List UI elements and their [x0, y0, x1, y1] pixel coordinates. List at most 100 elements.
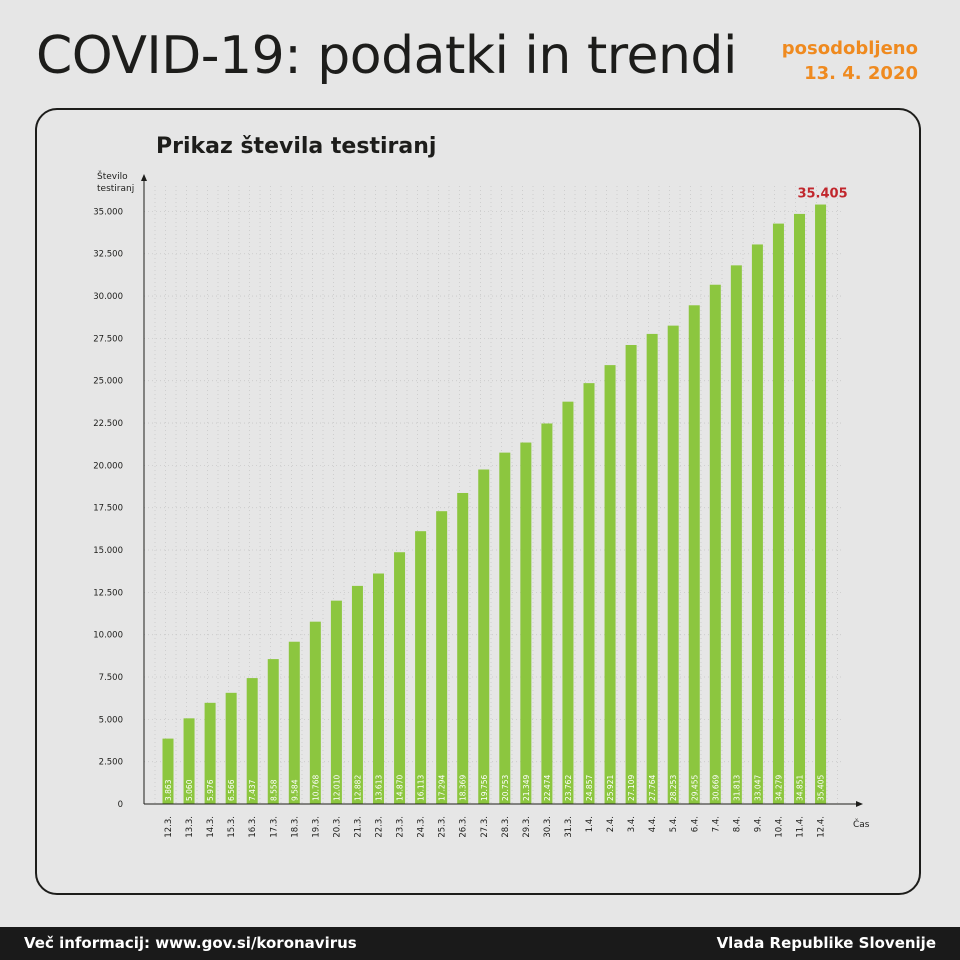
x-tick-label: 6.4. [690, 816, 700, 832]
bar [604, 365, 616, 804]
y-tick-label: 22.500 [93, 419, 123, 429]
footer-bar: Več informacij: www.gov.si/koronavirus V… [0, 927, 960, 960]
y-tick-label: 0 [118, 800, 123, 810]
bar-value-label: 21.349 [522, 775, 531, 801]
bar-value-label: 12.010 [332, 775, 341, 801]
bar-value-label: 22.474 [543, 775, 552, 801]
x-tick-label: 12.4. [817, 816, 827, 838]
bar-value-label: 23.762 [564, 775, 573, 801]
y-tick-label: 15.000 [93, 546, 123, 556]
x-tick-label: 9.4. [753, 816, 763, 832]
x-tick-label: 30.3. [543, 816, 553, 838]
y-tick-label: 25.000 [93, 377, 123, 387]
bar-value-label: 7.437 [248, 779, 257, 801]
y-axis-arrow [141, 174, 147, 181]
bar [394, 552, 406, 804]
bar-value-label: 12.882 [353, 775, 362, 801]
bar [225, 692, 237, 804]
x-tick-label: 20.3. [332, 816, 342, 838]
bar [625, 345, 637, 804]
x-tick-label: 12.3. [164, 816, 174, 838]
bar [351, 585, 363, 804]
bar-value-label: 34.851 [796, 775, 805, 801]
bar [415, 531, 427, 804]
bar [815, 204, 827, 805]
updated-date: 13. 4. 2020 [804, 63, 918, 84]
bar-value-label: 13.613 [375, 775, 384, 801]
x-tick-label: 4.4. [648, 816, 658, 832]
bar [288, 641, 300, 804]
bar-value-label: 10.768 [311, 775, 320, 801]
x-tick-label: 31.3. [564, 816, 574, 838]
x-tick-label: 25.3. [438, 816, 448, 838]
bar-value-label: 18.369 [459, 775, 468, 801]
government-label: Vlada Republike Slovenije [716, 934, 936, 952]
x-tick-label: 24.3. [417, 816, 427, 838]
x-tick-label: 18.3. [290, 816, 300, 838]
bar [183, 718, 195, 804]
bar [541, 423, 553, 804]
page-title: COVID-19: podatki in trendi [36, 26, 737, 86]
x-tick-label: 2.4. [606, 816, 616, 832]
x-tick-label: 17.3. [269, 816, 279, 838]
bar [309, 621, 321, 804]
y-tick-label: 30.000 [93, 292, 123, 302]
bar [709, 284, 721, 804]
chart-card [35, 108, 921, 895]
bar [667, 325, 679, 804]
bar-value-label: 16.113 [417, 775, 426, 801]
bar-value-label: 30.669 [711, 775, 720, 801]
bar [583, 383, 595, 804]
bar-value-label: 34.279 [774, 775, 783, 801]
bar [688, 305, 700, 804]
x-tick-label: 13.3. [185, 816, 195, 838]
bar [436, 511, 448, 804]
bar-value-label: 28.253 [669, 775, 678, 801]
more-info-link[interactable]: Več informacij: www.gov.si/koronavirus [24, 934, 357, 952]
x-tick-label: 1.4. [585, 816, 595, 832]
bar [373, 573, 384, 804]
bar [478, 469, 490, 804]
bar-value-label: 3.863 [164, 779, 173, 801]
bar [794, 213, 805, 805]
y-tick-label: 10.000 [93, 631, 123, 641]
chart-title: Prikaz števila testiranj [156, 134, 437, 159]
x-tick-label: 23.3. [396, 816, 406, 838]
bar-value-label: 24.857 [585, 775, 594, 801]
y-tick-label: 32.500 [93, 250, 123, 260]
bar [751, 244, 763, 805]
bar [562, 401, 574, 804]
x-tick-label: 26.3. [459, 816, 469, 838]
bar [457, 492, 469, 804]
y-axis-title-line1: Število [97, 170, 128, 182]
y-tick-label: 5.000 [99, 715, 123, 725]
x-tick-label: 14.3. [206, 816, 216, 838]
x-tick-label: 27.3. [480, 816, 490, 838]
y-tick-label: 7.500 [99, 673, 123, 683]
x-tick-label: 10.4. [774, 816, 784, 838]
y-tick-label: 35.000 [93, 207, 123, 217]
bar [646, 333, 658, 804]
x-tick-label: 22.3. [375, 816, 385, 838]
y-tick-label: 17.500 [93, 504, 123, 514]
update-info: posodobljeno 13. 4. 2020 [782, 36, 918, 86]
x-tick-label: 8.4. [732, 816, 742, 832]
y-axis-title-line2: testiranj [97, 184, 134, 194]
x-axis-title: Čas [853, 818, 870, 830]
y-tick-label: 20.000 [93, 461, 123, 471]
bar [267, 659, 279, 804]
bar [520, 442, 532, 804]
x-tick-label: 16.3. [248, 816, 258, 838]
bar-value-label: 20.753 [501, 775, 510, 801]
bar [499, 452, 511, 804]
bar-value-label: 35.405 [817, 775, 826, 801]
y-tick-label: 12.500 [93, 588, 123, 598]
bar-value-label: 5.976 [206, 779, 215, 801]
x-tick-label: 7.4. [711, 816, 721, 832]
bar-value-label: 31.813 [732, 775, 741, 801]
bar [772, 223, 784, 805]
x-tick-label: 29.3. [522, 816, 532, 838]
bar-value-label: 29.455 [690, 775, 699, 801]
y-tick-label: 27.500 [93, 334, 123, 344]
